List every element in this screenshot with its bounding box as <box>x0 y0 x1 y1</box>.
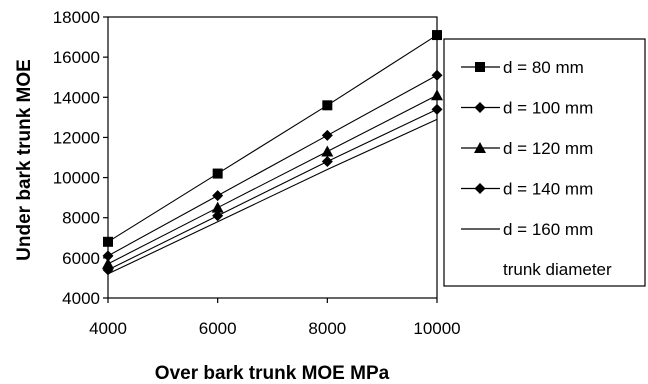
series-2 <box>102 69 443 262</box>
data-point <box>211 201 224 213</box>
legend-label: d = 140 mm <box>503 180 593 199</box>
data-point <box>103 236 113 247</box>
legend-title: trunk diameter <box>503 260 612 279</box>
legend-marker <box>474 102 486 113</box>
y-tick-label: 4000 <box>62 289 100 308</box>
legend-item: d = 100 mm <box>461 99 593 118</box>
series-3 <box>102 89 443 269</box>
x-tick-label: 8000 <box>308 319 346 338</box>
legend-marker <box>474 183 486 194</box>
x-tick-label: 6000 <box>199 319 237 338</box>
legend-item: d = 120 mm <box>461 139 593 158</box>
series-line <box>107 94 438 265</box>
legend-label: d = 160 mm <box>503 220 593 239</box>
legend-item: d = 140 mm <box>461 180 593 199</box>
series-line <box>107 118 438 275</box>
data-point <box>321 129 333 141</box>
series-line <box>107 108 438 271</box>
x-tick-label: 4000 <box>89 319 127 338</box>
x-axis: 4000 6000 8000 10000 <box>89 298 461 338</box>
y-tick-label: 6000 <box>62 249 100 268</box>
legend-item: d = 80 mm <box>461 58 584 77</box>
y-tick-label: 8000 <box>62 209 100 228</box>
legend-marker <box>475 62 485 72</box>
y-tick-label: 18000 <box>53 8 100 27</box>
series-5 <box>107 118 438 275</box>
series-4 <box>102 103 443 276</box>
x-axis-title: Over bark trunk MOE MPa <box>155 363 390 384</box>
legend-item: d = 160 mm <box>461 220 593 239</box>
legend-box <box>443 38 646 287</box>
legend-label: d = 80 mm <box>503 58 584 77</box>
y-tick-label: 16000 <box>53 48 100 67</box>
y-tick-label: 10000 <box>53 169 100 188</box>
legend-label: d = 100 mm <box>503 99 593 118</box>
y-axis-title: Under bark trunk MOE <box>14 59 35 261</box>
series-line <box>107 34 438 243</box>
series-1 <box>103 30 442 247</box>
data-point <box>431 69 443 81</box>
data-point <box>102 257 114 269</box>
data-point <box>431 89 443 101</box>
series-group <box>102 30 443 276</box>
data-point <box>431 103 443 115</box>
data-point <box>321 156 333 168</box>
data-point <box>321 145 334 157</box>
legend: trunk diameter d = 80 mm d = 100 mm d = 12… <box>443 38 646 287</box>
data-point <box>212 168 223 179</box>
data-point <box>212 210 224 222</box>
y-tick-label: 12000 <box>53 128 100 147</box>
series-line <box>107 74 438 257</box>
y-axis: 4000 6000 8000 10000 12000 14000 16000 18000 <box>53 8 108 308</box>
legend-marker <box>474 142 486 153</box>
plot-area <box>107 16 438 299</box>
legend-label: d = 120 mm <box>503 139 593 158</box>
data-point <box>102 250 114 262</box>
y-tick-label: 14000 <box>53 88 100 107</box>
data-point <box>432 30 442 41</box>
data-point <box>322 100 333 111</box>
data-point <box>212 190 224 202</box>
x-tick-label: 10000 <box>413 319 460 338</box>
